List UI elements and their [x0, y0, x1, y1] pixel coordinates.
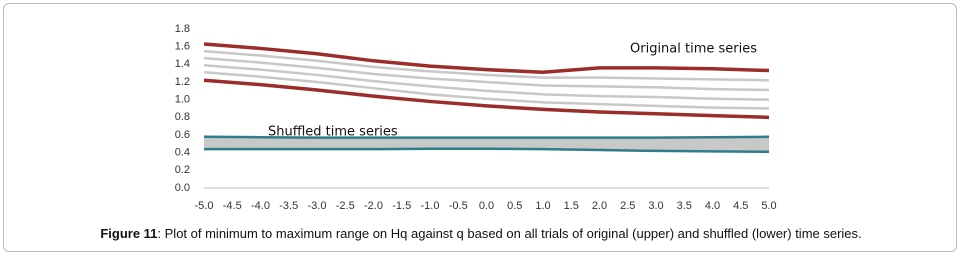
- series-line: [203, 135, 770, 139]
- y-tick-label: 0.8: [175, 111, 190, 123]
- y-tick-label: 1.8: [175, 23, 190, 35]
- series-line: [203, 56, 770, 92]
- series-line: [203, 49, 770, 82]
- x-tick-label: -3.5: [279, 200, 298, 212]
- x-tick-label: 3.0: [648, 200, 663, 212]
- x-tick-label: -2.0: [364, 200, 383, 212]
- x-tick-label: -2.5: [336, 200, 355, 212]
- x-tick-label: 2.0: [592, 200, 607, 212]
- y-tick-label: 1.6: [175, 41, 190, 53]
- y-tick-label: 0.6: [175, 129, 190, 141]
- x-tick-label: 4.5: [733, 200, 748, 212]
- annotation: Shuffled time series: [268, 125, 398, 140]
- x-tick-label: -4.0: [251, 200, 270, 212]
- x-tick-label: -3.0: [308, 200, 327, 212]
- x-tick-label: -5.0: [195, 200, 214, 212]
- figure-frame: [3, 3, 957, 252]
- x-tick-label: 0.0: [479, 200, 494, 212]
- series-line: [203, 42, 770, 75]
- series-line: [204, 147, 770, 154]
- x-tick-label: 1.0: [535, 200, 550, 212]
- x-tick-label: -1.0: [421, 200, 440, 212]
- x-tick-label: 5.0: [761, 200, 776, 212]
- y-tick-label: 1.4: [175, 58, 190, 70]
- series-line: [203, 63, 770, 101]
- x-tick-label: -0.5: [449, 200, 468, 212]
- y-tick-label: 1.0: [175, 94, 190, 106]
- caption-text: : Plot of minimum to maximum range on Hq…: [157, 226, 862, 241]
- series-line: [203, 78, 770, 120]
- series-line: [203, 71, 770, 110]
- x-tick-label: 4.0: [705, 200, 720, 212]
- caption: Figure 11: Plot of minimum to maximum ra…: [0, 226, 962, 241]
- y-tick-label: 0.2: [175, 164, 190, 176]
- x-tick-label: 2.5: [620, 200, 635, 212]
- x-tick-label: 1.5: [564, 200, 579, 212]
- x-tick-label: 3.5: [677, 200, 692, 212]
- x-tick-label: -1.5: [392, 200, 411, 212]
- x-tick-label: -4.5: [223, 200, 242, 212]
- y-tick-label: 1.2: [175, 76, 190, 88]
- x-tick-label: 0.5: [507, 200, 522, 212]
- caption-label: Figure 11: [100, 226, 158, 241]
- y-tick-label: 0.4: [175, 147, 190, 159]
- annotation: Original time series: [630, 42, 757, 57]
- y-tick-label: 0.0: [175, 182, 190, 194]
